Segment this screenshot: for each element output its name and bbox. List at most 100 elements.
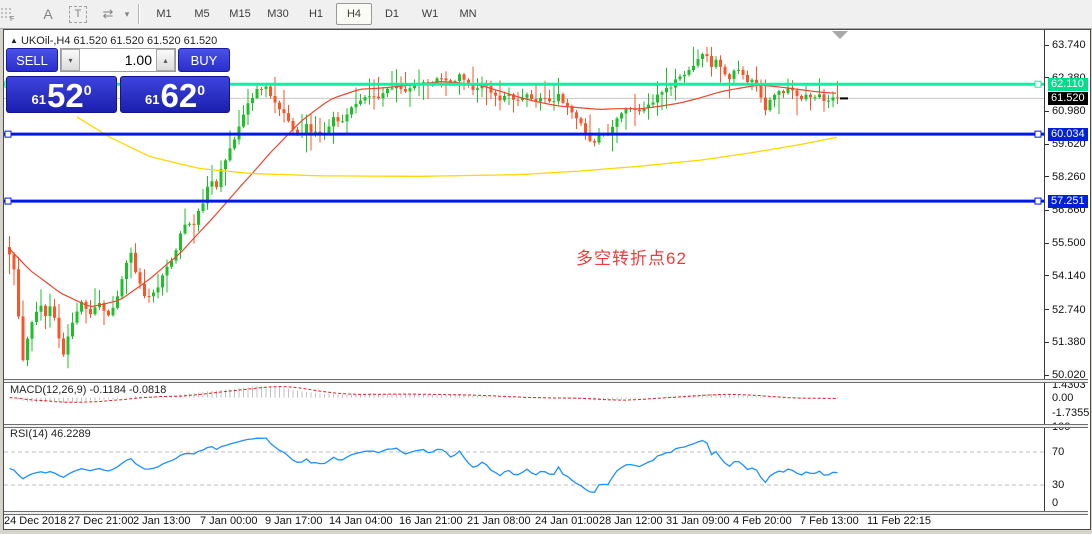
fibonacci-lines-glyph: F — [1, 8, 14, 21]
candle-body — [138, 272, 142, 284]
candle-body — [336, 117, 340, 122]
candle-body — [183, 224, 187, 234]
candle-body — [219, 169, 223, 188]
candle-body — [282, 109, 286, 114]
line-handle[interactable] — [4, 197, 12, 205]
candle-body — [615, 118, 619, 127]
line-handle[interactable] — [1034, 80, 1042, 88]
date-axis-label: 4 Feb 20:00 — [733, 515, 792, 527]
rsi-panel-chart[interactable] — [4, 427, 1044, 511]
panel-splitter[interactable] — [4, 424, 1088, 428]
candle-body — [309, 124, 313, 133]
candle-body — [332, 117, 335, 127]
price-tick — [1045, 309, 1049, 311]
candle-body — [206, 186, 209, 204]
candle-body — [354, 103, 358, 108]
line-handle[interactable] — [4, 130, 12, 138]
ma-fast-line[interactable] — [7, 80, 837, 308]
candle-body — [372, 96, 376, 98]
toolbar: F A T ⇄ ▾ M1 M5 M15 M30 H1 H4 D1 W1 MN — [0, 0, 1092, 29]
price-tick — [1045, 209, 1049, 211]
candle-body — [525, 94, 529, 98]
price-tick — [1045, 242, 1049, 244]
date-axis-label: 2 Jan 13:00 — [133, 515, 191, 527]
timeframe-button-w1[interactable]: W1 — [421, 8, 439, 20]
candle-body — [548, 98, 551, 102]
timeframe-button-h1[interactable]: H1 — [308, 8, 324, 20]
candle-body — [80, 301, 83, 312]
timeframe-button-m15[interactable]: M15 — [229, 8, 251, 20]
panel-splitter[interactable] — [4, 379, 1088, 383]
candle-body — [543, 97, 547, 99]
text-box-icon[interactable]: T — [69, 5, 87, 23]
volume-decrease-button[interactable]: ▾ — [61, 49, 80, 71]
candle-body — [719, 59, 722, 67]
candle-body — [755, 79, 758, 84]
date-axis-label: 14 Jan 04:00 — [329, 515, 393, 527]
candle-body — [8, 247, 11, 255]
line-handle[interactable] — [1034, 130, 1042, 138]
arrows-shapes-icon[interactable]: ⇄ — [102, 6, 114, 21]
candle-body — [476, 88, 479, 90]
candle-body — [516, 99, 520, 101]
candle-body — [782, 91, 785, 94]
candle-body — [584, 123, 587, 133]
candle-body — [129, 252, 133, 263]
timeframe-button-d1[interactable]: D1 — [384, 8, 400, 20]
chart-shift-marker-icon[interactable] — [832, 31, 848, 39]
candle-body — [642, 108, 646, 112]
candle-body — [201, 203, 205, 211]
sell-price-sup: 0 — [83, 82, 92, 98]
macd-panel-chart[interactable] — [4, 382, 1044, 424]
price-tick — [1045, 44, 1049, 46]
ma-slow-line[interactable] — [76, 116, 838, 177]
timeframe-button-m5[interactable]: M5 — [194, 8, 210, 20]
candle-body — [624, 109, 628, 114]
dropdown-caret-icon[interactable]: ▾ — [124, 8, 130, 19]
candle-body — [260, 89, 263, 91]
price-axis-label: 58.260 — [1052, 170, 1086, 183]
candle-body — [251, 97, 254, 104]
date-axis-label: 11 Feb 22:15 — [867, 515, 932, 527]
timeframe-button-h4[interactable]: H4 — [336, 3, 372, 25]
main-price-chart[interactable] — [4, 30, 1044, 380]
panel-splitter — [4, 511, 1088, 515]
candle-body — [557, 94, 560, 102]
candle-body — [440, 78, 443, 80]
candle-body — [795, 90, 799, 96]
chart-title: ▲ UKOil-,H4 61.520 61.520 61.520 61.520 — [10, 35, 218, 47]
candle-body — [570, 106, 574, 113]
candle-body — [377, 96, 380, 99]
candle-body — [786, 87, 790, 94]
price-axis-label: 55.500 — [1052, 237, 1086, 250]
candle-body — [660, 92, 664, 95]
timeframe-button-mn[interactable]: MN — [459, 8, 477, 20]
chart-text-annotation[interactable]: 多空转折点62 — [576, 249, 687, 268]
price-tick — [1045, 110, 1049, 112]
sell-price-panel[interactable]: 61 52 0 — [6, 76, 117, 113]
candle-body — [737, 69, 740, 71]
volume-increase-button[interactable]: ▴ — [156, 49, 175, 71]
candle-body — [831, 97, 835, 101]
candle-body — [552, 101, 556, 103]
price-tick — [1045, 374, 1049, 376]
rsi-indicator-label: RSI(14) 46.2289 — [10, 428, 91, 440]
candle-body — [188, 223, 191, 225]
text-label-icon[interactable]: A — [43, 6, 53, 22]
candle-body — [246, 103, 250, 115]
line-handle[interactable] — [1034, 197, 1042, 205]
candle-body — [156, 287, 160, 293]
candle-body — [471, 85, 475, 90]
buy-price-panel[interactable]: 61 62 0 — [120, 76, 230, 113]
candle-body — [804, 94, 808, 100]
buy-button[interactable]: BUY — [178, 48, 230, 72]
timeframe-button-m1[interactable]: M1 — [156, 8, 172, 20]
sell-button[interactable]: SELL — [6, 48, 58, 72]
candle-body — [48, 306, 52, 316]
volume-input[interactable] — [80, 49, 156, 71]
timeframe-button-m30[interactable]: M30 — [267, 8, 289, 20]
candle-body — [597, 134, 601, 143]
candle-body — [651, 102, 655, 105]
fibonacci-lines-icon[interactable]: F — [1, 4, 25, 24]
candle-body — [759, 83, 763, 98]
